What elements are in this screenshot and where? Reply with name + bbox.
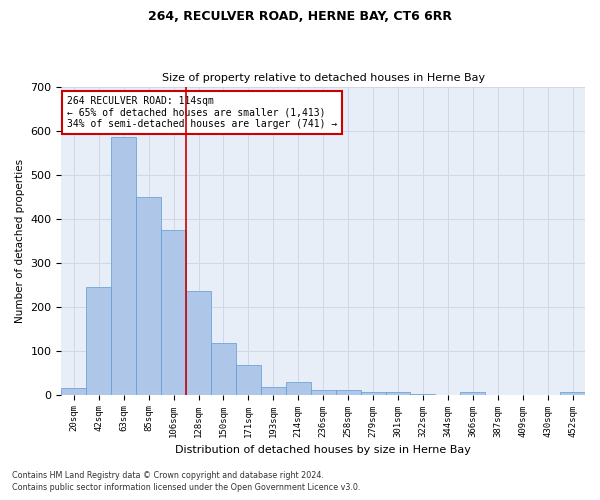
Bar — [286, 382, 311, 394]
Text: 264 RECULVER ROAD: 114sqm
← 65% of detached houses are smaller (1,413)
34% of se: 264 RECULVER ROAD: 114sqm ← 65% of detac… — [67, 96, 337, 129]
Bar — [335, 390, 361, 394]
Bar — [460, 392, 485, 394]
Bar — [61, 388, 86, 394]
Bar — [86, 287, 111, 395]
Text: 264, RECULVER ROAD, HERNE BAY, CT6 6RR: 264, RECULVER ROAD, HERNE BAY, CT6 6RR — [148, 10, 452, 23]
Title: Size of property relative to detached houses in Herne Bay: Size of property relative to detached ho… — [161, 73, 485, 83]
Bar — [560, 392, 585, 394]
Bar — [111, 137, 136, 394]
Bar — [386, 392, 410, 394]
Bar — [236, 365, 261, 394]
Bar — [161, 230, 186, 394]
Bar — [136, 198, 161, 394]
Y-axis label: Number of detached properties: Number of detached properties — [15, 158, 25, 322]
Bar — [261, 387, 286, 394]
Bar — [186, 291, 211, 395]
X-axis label: Distribution of detached houses by size in Herne Bay: Distribution of detached houses by size … — [175, 445, 471, 455]
Bar — [311, 390, 335, 394]
Text: Contains HM Land Registry data © Crown copyright and database right 2024.
Contai: Contains HM Land Registry data © Crown c… — [12, 471, 361, 492]
Bar — [361, 392, 386, 394]
Bar — [211, 343, 236, 394]
